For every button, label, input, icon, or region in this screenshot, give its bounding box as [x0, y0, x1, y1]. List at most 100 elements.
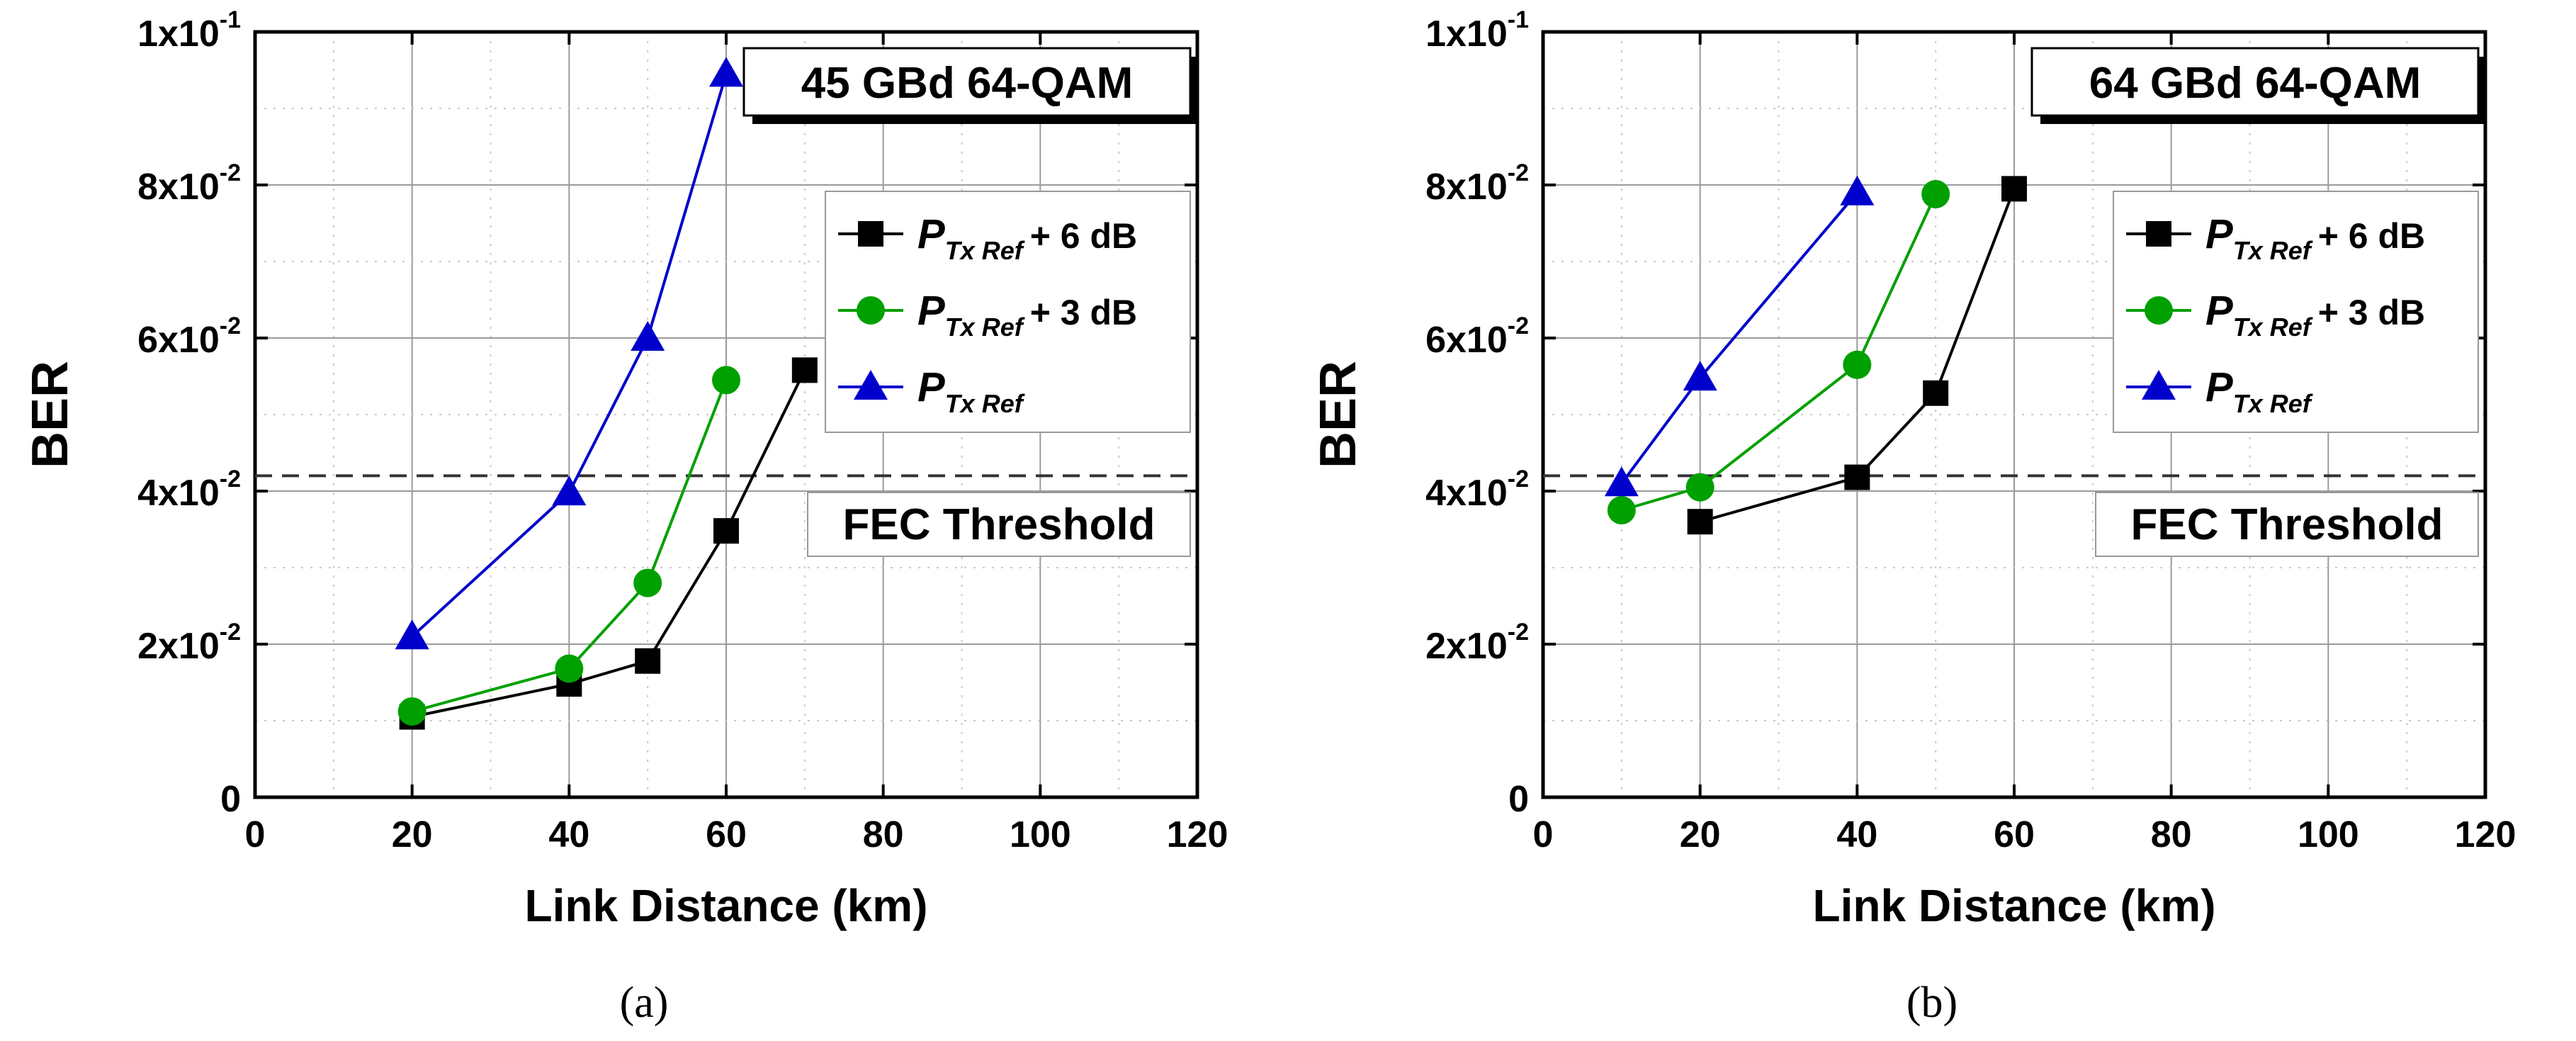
y-tick-mantissa: 0 [220, 779, 241, 820]
legend-label: PTx Ref + 3 dB [917, 288, 1137, 342]
legend-label-main: P [917, 288, 945, 334]
y-tick-mantissa: 2x10 [137, 626, 220, 667]
legend-marker [854, 370, 888, 400]
y-tick-mantissa: 6x10 [137, 320, 220, 361]
y-tick-exponent: -2 [220, 313, 241, 339]
series-line [1621, 193, 1937, 512]
legend-label-main: P [2205, 364, 2233, 410]
legend-label-suffix: + 3 dB [2318, 293, 2425, 332]
legend-label-suffix: + 6 dB [1030, 216, 1137, 256]
panel-label: (b) [1906, 979, 1958, 1027]
legend-label-main: P [2205, 211, 2233, 257]
y-tick-mantissa: 1x10 [137, 13, 220, 55]
legend-label: PTx Ref [2205, 364, 2313, 418]
y-tick-mantissa: 0 [1508, 779, 1529, 820]
x-tick-label: 60 [706, 814, 747, 855]
y-axis-title: BER [22, 361, 79, 468]
x-tick-label: 100 [2298, 814, 2359, 855]
legend-label-main: P [2205, 288, 2233, 334]
data-point [2001, 176, 2027, 202]
x-tick-label: 60 [1994, 814, 2035, 855]
x-axis: 0 20 40 60 80 100 120 [1533, 32, 2516, 855]
chart-a: 0 20 40 60 80 100 12002x10-24x10-26x10-28x10-2… [22, 6, 1228, 1027]
legend-marker [857, 296, 885, 325]
y-tick-exponent: -2 [220, 619, 241, 646]
data-point [397, 697, 426, 726]
x-tick-label: 40 [1836, 814, 1877, 855]
x-tick-label: 20 [392, 814, 433, 855]
fec-threshold-box [807, 492, 1191, 557]
data-point [635, 648, 661, 674]
y-tick-label: 1x10-1 [137, 6, 241, 55]
y-tick-mantissa: 8x10 [137, 167, 220, 208]
data-point [709, 57, 743, 87]
x-tick-label: 120 [1167, 814, 1228, 855]
legend-label-sub: Tx Ref [2233, 236, 2313, 265]
data-point [1923, 380, 1949, 406]
x-tick-label: 0 [1533, 814, 1554, 855]
x-axis-title: Link Distance (km) [1812, 880, 2215, 931]
legend-label-suffix: + 6 dB [2318, 216, 2425, 256]
series-line [1700, 188, 2016, 524]
data-point [631, 321, 665, 351]
series-2 [395, 57, 743, 650]
y-tick-exponent: -2 [1508, 159, 1529, 186]
series-line [412, 379, 728, 713]
legend-label: PTx Ref + 6 dB [2205, 211, 2425, 265]
x-axis-title: Link Distance (km) [524, 880, 927, 931]
series-line [412, 369, 806, 719]
y-tick-label: 8x10-2 [137, 159, 241, 208]
legend-label-main: P [917, 364, 945, 410]
x-tick-label: 100 [1010, 814, 1071, 855]
legend-label-sub: Tx Ref [945, 313, 1025, 342]
legend-entry: PTx Ref + 6 dB [838, 211, 1137, 265]
series-1 [397, 366, 740, 726]
legend-marker [858, 221, 883, 247]
chart-title: 45 GBd 64-QAM [801, 59, 1134, 108]
data-point [712, 366, 740, 395]
x-tick-label: 20 [1680, 814, 1721, 855]
data-point [1685, 473, 1714, 502]
data-point [1844, 464, 1870, 490]
legend-label: PTx Ref [917, 364, 1025, 418]
series-0 [1687, 176, 2027, 535]
data-point [633, 568, 662, 597]
y-tick-label: 2x10-2 [137, 619, 241, 667]
y-tick-label: 6x10-2 [137, 313, 241, 361]
y-tick-mantissa: 4x10 [1425, 473, 1508, 514]
legend-label-sub: Tx Ref [2233, 313, 2313, 342]
x-tick-label: 120 [2455, 814, 2516, 855]
y-axis-title: BER [1310, 361, 1367, 468]
x-tick-label: 40 [548, 814, 589, 855]
y-tick-exponent: -2 [220, 466, 241, 493]
y-tick-mantissa: 2x10 [1425, 626, 1508, 667]
fec-threshold-label: FEC Threshold [2131, 500, 2444, 549]
legend-marker [2145, 296, 2173, 325]
data-point [713, 518, 739, 544]
legend-label-sub: Tx Ref [945, 389, 1025, 418]
y-tick-mantissa: 1x10 [1425, 13, 1508, 55]
y-tick-label: 1x10-1 [1425, 6, 1529, 55]
y-tick-label: 2x10-2 [1425, 619, 1529, 667]
legend-entry: PTx Ref [838, 364, 1025, 418]
data-point [1921, 179, 1950, 208]
y-tick-mantissa: 8x10 [1425, 167, 1508, 208]
data-point [1840, 175, 1875, 206]
title-box [742, 47, 1192, 117]
y-tick-exponent: -1 [1508, 6, 1529, 33]
data-point [1604, 466, 1639, 497]
data-point [1843, 350, 1872, 379]
series-2 [1604, 175, 1875, 497]
y-tick-label: 0 [220, 779, 241, 820]
x-tick-label: 0 [245, 814, 266, 855]
data-point [1683, 361, 1717, 391]
title-box [2030, 47, 2480, 117]
data-point [552, 476, 587, 506]
legend-entry: PTx Ref + 3 dB [2126, 288, 2425, 342]
fec-threshold-box [2095, 492, 2479, 557]
legend-entry: PTx Ref [2126, 364, 2313, 418]
legend-entry: PTx Ref + 3 dB [838, 288, 1137, 342]
data-point [1687, 509, 1713, 535]
